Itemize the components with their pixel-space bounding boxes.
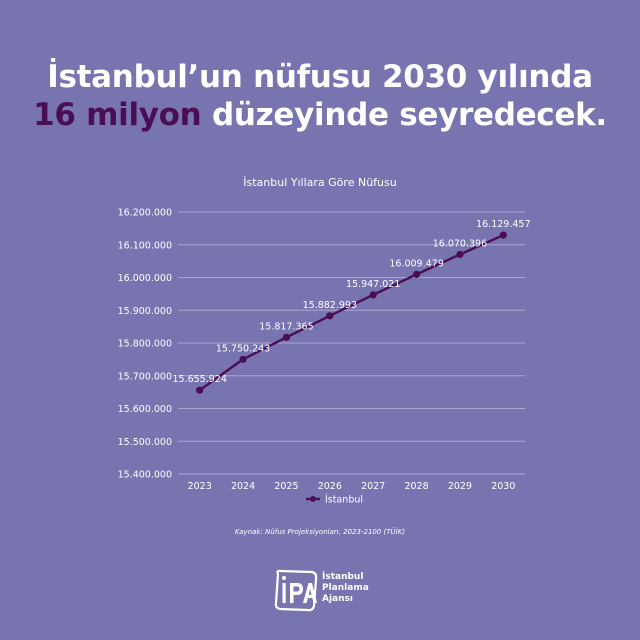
series-line: [198, 234, 504, 392]
headline-line-2: 16 milyon düzeyinde seyredecek.: [0, 96, 640, 134]
x-tick-label: 2029: [448, 481, 472, 492]
x-tick-label: 2025: [274, 481, 298, 492]
y-tick-label: 15.600.000: [118, 404, 172, 415]
data-point: [239, 355, 247, 363]
legend-marker: [310, 496, 316, 502]
ipa-logo: İstanbul Planlama Ajansı: [272, 568, 382, 612]
data-label: 15.947.021: [346, 279, 400, 290]
x-tick-label: 2027: [361, 481, 385, 492]
y-tick-label: 15.900.000: [118, 306, 172, 317]
x-tick-label: 2023: [188, 481, 212, 492]
logo-line-3: Ajansı: [322, 594, 353, 604]
data-point: [456, 250, 464, 259]
x-tick-label: 2024: [231, 481, 255, 492]
data-label: 16.070.396: [433, 238, 487, 249]
chart-title: İstanbul Yıllara Göre Nüfusu: [243, 176, 397, 189]
data-point: [196, 386, 204, 394]
data-point: [499, 231, 507, 239]
y-tick-label: 15.500.000: [118, 437, 172, 448]
data-point: [369, 291, 377, 299]
x-tick-label: 2028: [404, 481, 428, 492]
legend-label: İstanbul: [325, 495, 363, 506]
headline-highlight: 16 milyon: [33, 97, 202, 133]
y-tick-label: 15.800.000: [118, 339, 172, 350]
y-tick-label: 15.400.000: [118, 470, 172, 481]
data-point: [326, 312, 334, 320]
data-label: 16.009.479: [389, 258, 443, 269]
data-point: [282, 333, 291, 341]
headline-rest: düzeyinde seyredecek.: [201, 97, 607, 133]
x-tick-label: 2030: [491, 481, 515, 492]
source-note: Kaynak: Nüfus Projeksiyonları, 2023-2100…: [234, 528, 406, 536]
headline: İstanbul’un nüfusu 2030 yılında 16 milyo…: [0, 58, 640, 134]
y-tick-label: 16.200.000: [118, 208, 172, 219]
logo-line-1: İstanbul: [322, 572, 364, 582]
headline-line-1: İstanbul’un nüfusu 2030 yılında: [47, 59, 593, 95]
y-tick-label: 16.100.000: [118, 240, 172, 251]
data-label: 15.655.924: [172, 374, 226, 385]
data-label: 15.817.365: [259, 321, 313, 332]
x-tick-label: 2026: [318, 481, 342, 492]
y-tick-label: 16.000.000: [118, 273, 172, 284]
data-point: [412, 270, 421, 278]
data-label: 16.129.457: [476, 219, 530, 230]
y-tick-label: 15.700.000: [118, 371, 172, 382]
logo-line-2: Planlama: [322, 583, 369, 593]
data-label: 15.750.243: [216, 343, 270, 354]
ipa-logo-mark-icon: [274, 569, 318, 612]
logo-org-name: İstanbul Planlama Ajansı: [322, 572, 369, 605]
data-label: 15.882.993: [303, 300, 357, 311]
